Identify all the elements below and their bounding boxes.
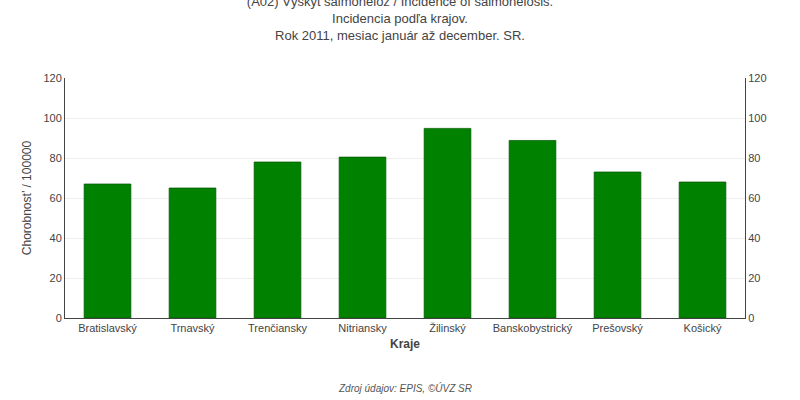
svg-text:Košický: Košický (684, 322, 722, 334)
svg-text:Chorobnost’ / 100000: Chorobnost’ / 100000 (20, 141, 34, 256)
svg-text:Trnavský: Trnavský (170, 322, 215, 334)
svg-text:Banskobystrický: Banskobystrický (493, 322, 573, 334)
svg-text:Nitriansky: Nitriansky (338, 322, 387, 334)
svg-text:120: 120 (748, 72, 766, 84)
svg-text:40: 40 (50, 232, 62, 244)
svg-text:100: 100 (43, 112, 61, 124)
svg-text:20: 20 (50, 272, 62, 284)
svg-text:60: 60 (50, 192, 62, 204)
svg-text:100: 100 (748, 112, 766, 124)
svg-text:80: 80 (748, 152, 760, 164)
svg-text:120: 120 (43, 72, 61, 84)
svg-text:Kraje: Kraje (390, 337, 420, 351)
svg-text:Prešovský: Prešovský (592, 322, 643, 334)
svg-text:(A02) Výskyt salmonelóz / Inci: (A02) Výskyt salmonelóz / Incidence of s… (247, 0, 553, 43)
svg-text:Zdroj údajov: EPIS, ©ÚVZ SR: Zdroj údajov: EPIS, ©ÚVZ SR (338, 382, 472, 394)
svg-text:0: 0 (748, 312, 754, 324)
svg-text:80: 80 (50, 152, 62, 164)
svg-text:Trenčiansky: Trenčiansky (248, 322, 307, 334)
svg-text:Bratislavský: Bratislavský (78, 322, 137, 334)
svg-text:60: 60 (748, 192, 760, 204)
svg-text:40: 40 (748, 232, 760, 244)
svg-text:Žilinský: Žilinský (429, 322, 466, 334)
svg-text:0: 0 (56, 312, 62, 324)
svg-text:20: 20 (748, 272, 760, 284)
